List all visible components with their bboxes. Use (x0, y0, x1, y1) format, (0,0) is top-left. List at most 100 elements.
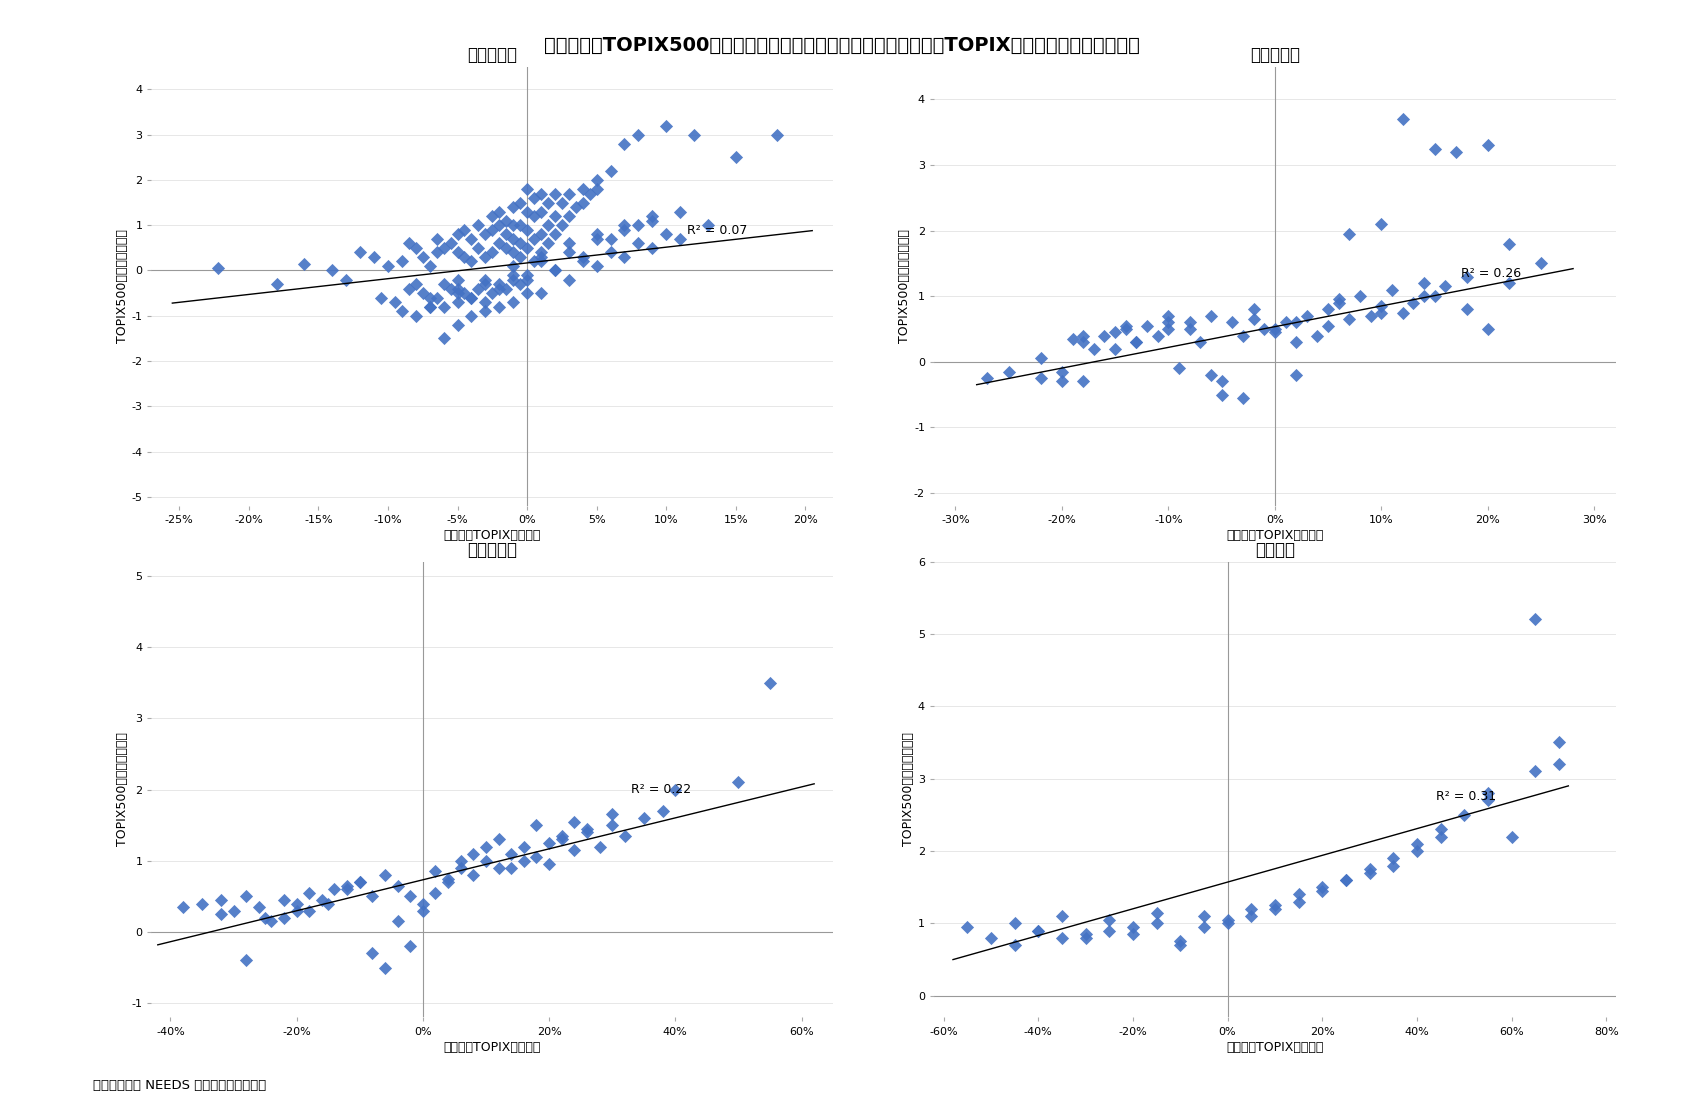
Point (1024, 922, 1051, 940)
Point (535, 217, 562, 235)
Point (500, 266, 526, 284)
Point (542, 261, 569, 279)
Point (597, 230, 624, 248)
Point (493, 211, 520, 229)
Point (1070, 327, 1097, 345)
Point (389, 252, 415, 270)
Point (415, 298, 442, 316)
Point (1230, 389, 1256, 407)
Text: R² = 0.26: R² = 0.26 (1460, 267, 1521, 280)
Point (321, 881, 348, 898)
Point (1122, 334, 1149, 351)
Point (582, 257, 609, 275)
Point (402, 275, 429, 292)
Point (1080, 340, 1107, 358)
Point (257, 913, 284, 931)
Point (409, 894, 436, 912)
Point (1048, 363, 1075, 380)
Point (1403, 842, 1430, 860)
Point (1285, 893, 1312, 911)
Point (1122, 334, 1149, 351)
Point (484, 831, 511, 848)
Point (680, 126, 706, 143)
Point (431, 329, 458, 347)
Point (569, 248, 595, 266)
Point (422, 289, 449, 307)
Point (1048, 907, 1075, 925)
Point (232, 952, 259, 970)
Point (526, 252, 553, 270)
Point (542, 261, 569, 279)
Point (569, 180, 595, 198)
Point (574, 820, 600, 837)
Point (1473, 792, 1500, 810)
Point (367, 289, 394, 307)
Point (500, 198, 526, 216)
Point (464, 217, 491, 235)
Point (624, 126, 651, 143)
Point (1186, 334, 1213, 351)
Point (535, 855, 562, 873)
X-axis label: 配当込みTOPIXの収益率: 配当込みTOPIXの収益率 (1226, 1041, 1322, 1054)
Point (1189, 907, 1216, 925)
Point (1112, 320, 1139, 338)
Point (458, 289, 484, 307)
Point (252, 909, 279, 926)
Y-axis label: TOPIX500採用銘柄の歪度: TOPIX500採用銘柄の歪度 (116, 733, 128, 846)
Point (1166, 936, 1193, 954)
Point (513, 285, 540, 302)
Point (1001, 936, 1028, 954)
Point (333, 876, 360, 894)
Point (1495, 275, 1522, 292)
Point (1292, 307, 1319, 325)
Point (431, 239, 458, 257)
Point (1213, 914, 1240, 932)
Point (1218, 314, 1245, 331)
Point (555, 207, 582, 225)
Point (464, 280, 491, 298)
X-axis label: 配当込みTOPIXの収益率: 配当込みTOPIXの収益率 (444, 1041, 540, 1054)
Point (1154, 320, 1181, 338)
Point (358, 887, 385, 905)
Point (611, 135, 637, 152)
Point (611, 827, 637, 845)
Point (458, 252, 484, 270)
Point (1176, 314, 1203, 331)
Point (1102, 324, 1129, 341)
Point (1332, 871, 1359, 888)
Point (1236, 900, 1263, 917)
Point (479, 221, 506, 239)
Point (1527, 255, 1554, 272)
Point (526, 244, 553, 261)
Point (1431, 277, 1458, 295)
Point (283, 902, 309, 920)
Point (513, 221, 540, 239)
Point (447, 858, 474, 876)
Point (471, 226, 498, 244)
Point (444, 280, 471, 298)
Point (333, 881, 360, 898)
Point (382, 294, 409, 311)
Point (1026, 369, 1053, 387)
Point (526, 248, 553, 266)
Point (1026, 349, 1053, 367)
Point (639, 239, 666, 257)
Point (624, 217, 651, 235)
Point (1102, 340, 1129, 358)
Point (444, 226, 471, 244)
Point (1367, 304, 1394, 321)
Point (315, 894, 341, 912)
Point (1262, 324, 1288, 341)
Point (296, 902, 323, 920)
Point (486, 202, 513, 220)
Point (422, 863, 449, 881)
Point (479, 244, 506, 261)
Point (510, 852, 537, 870)
Point (500, 244, 526, 261)
Point (1473, 137, 1500, 155)
Point (271, 909, 298, 926)
Title: ＜３カ月＞: ＜３カ月＞ (1250, 46, 1299, 63)
Text: （資料）日経 NEEDS のデータから作成。: （資料）日経 NEEDS のデータから作成。 (93, 1079, 266, 1092)
Point (1260, 896, 1287, 914)
Point (569, 252, 595, 270)
